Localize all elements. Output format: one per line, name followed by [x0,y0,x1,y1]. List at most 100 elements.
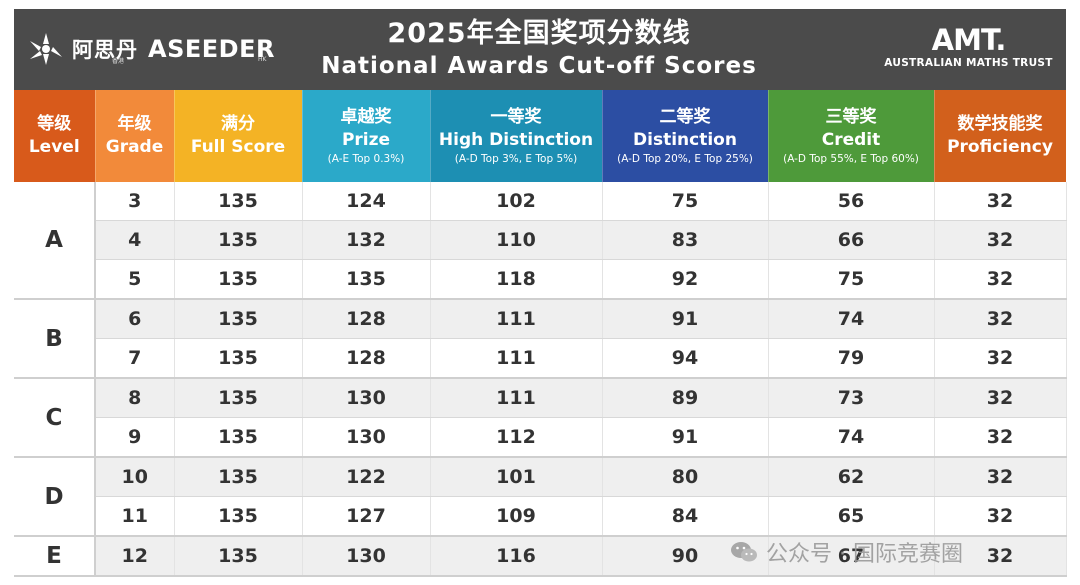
column-header-note: (A-E Top 0.3%) [327,153,405,165]
cutoff-score-card: 阿思丹 ASEEDER 香港 HK 2025年全国奖项分数线 National … [14,9,1067,577]
table-row: E 12 135 130 116 90 67 32 [14,536,1067,577]
column-header-cn: 一等奖 [490,107,542,127]
aseeder-brand: 阿思丹 ASEEDER [26,27,275,71]
score-cell: 32 [934,378,1067,418]
score-cell: 11 [95,496,175,537]
scores-table: 等级 Level 年级 Grade 满分 Full Score 卓越奖 Prize (A-E T… [14,90,1067,577]
score-cell: 56 [768,182,935,221]
score-cell: 32 [934,259,1067,300]
score-cell: 12 [95,536,175,577]
column-header-0: 等级 Level [14,90,96,182]
score-cell: 74 [768,417,935,458]
level-cell: C [14,378,96,458]
level-cell: E [14,536,96,577]
score-cell: 75 [768,259,935,300]
score-cell: 112 [430,417,603,458]
table-row: 7 135 128 111 94 79 32 [14,338,1067,379]
column-header-cn: 年级 [117,114,152,134]
column-header-3: 卓越奖 Prize (A-E Top 0.3%) [302,90,431,182]
column-header-en: High Distinction [438,130,594,150]
column-header-cn: 满分 [221,114,255,134]
column-header-2: 满分 Full Score [174,90,303,182]
score-cell: 4 [95,220,175,260]
column-header-cn: 数学技能奖 [957,114,1043,134]
brand-name-en: ASEEDER [148,35,275,63]
level-cell: B [14,299,96,379]
column-header-note: (A-D Top 3%, E Top 5%) [454,153,578,165]
score-cell: 67 [768,536,935,577]
score-cell: 109 [430,496,603,537]
score-cell: 111 [430,378,603,418]
column-header-en: Level [28,137,80,157]
score-cell: 80 [602,457,769,497]
score-cell: 75 [602,182,769,221]
score-cell: 135 [174,496,303,537]
score-cell: 135 [174,220,303,260]
score-cell: 3 [95,182,175,221]
brand-name-cn: 阿思丹 [72,38,138,62]
table-row: A 3 135 124 102 75 56 32 [14,182,1067,300]
score-cell: 101 [430,457,603,497]
score-cell: 79 [768,338,935,379]
table-row: 5 135 135 118 92 75 32 [14,259,1067,300]
score-cell: 91 [602,417,769,458]
table-row: 11 135 127 109 84 65 32 [14,496,1067,537]
score-cell: 111 [430,299,603,339]
column-header-7: 数学技能奖 Proficiency [934,90,1067,182]
level-cell: A [14,182,96,300]
title-cn: 2025年全国奖项分数线 [387,18,691,49]
score-cell: 6 [95,299,175,339]
level-cell: D [14,457,96,537]
score-cell: 9 [95,417,175,458]
score-cell: 124 [302,182,431,221]
score-cell: 66 [768,220,935,260]
score-cell: 74 [768,299,935,339]
brand-tiny-cn: 香港 [112,58,125,65]
score-cell: 32 [934,299,1067,339]
column-header-note: (A-D Top 20%, E Top 25%) [617,153,753,165]
score-cell: 135 [174,536,303,577]
score-cell: 132 [302,220,431,260]
amt-logo: AMT. [931,23,1007,57]
score-cell: 83 [602,220,769,260]
column-header-en: Full Score [190,137,286,157]
wechat-icon [731,542,757,562]
score-cell: 92 [602,259,769,300]
column-header-note: (A-D Top 55%, E Top 60%) [783,153,919,165]
score-cell: 102 [430,182,603,221]
score-cell: 84 [602,496,769,537]
amt-brand: AMT. AUSTRALIAN MATHS TRUST [881,25,1056,69]
score-cell: 8 [95,378,175,418]
column-header-en: Distinction [633,130,737,150]
score-cell: 128 [302,299,431,339]
score-cell: 32 [934,182,1067,221]
aseeder-logo-icon [30,33,62,65]
table-row: 4 135 132 110 83 66 32 [14,220,1067,260]
column-header-en: Credit [821,130,881,150]
score-cell: 5 [95,259,175,300]
table-row: C 8 135 130 111 89 73 32 [14,378,1067,458]
score-cell: 118 [430,259,603,300]
score-cell: 135 [174,182,303,221]
column-header-5: 二等奖 Distinction (A-D Top 20%, E Top 25%) [602,90,769,182]
header-row: 等级 Level 年级 Grade 满分 Full Score 卓越奖 Prize (A-E T… [14,90,1067,182]
column-header-cn: 卓越奖 [340,107,392,127]
score-cell: 130 [302,417,431,458]
watermark-text: 公众号 · 国际竞赛圈 [766,542,963,567]
column-header-cn: 等级 [37,114,72,134]
score-cell: 130 [302,536,431,577]
score-cell: 128 [302,338,431,379]
header-banner: 阿思丹 ASEEDER 香港 HK 2025年全国奖项分数线 National … [14,9,1066,90]
score-cell: 135 [174,417,303,458]
brand-tiny-hk: HK [258,56,267,63]
score-cell: 65 [768,496,935,537]
score-cell: 111 [430,338,603,379]
page-title: 2025年全国奖项分数线 National Awards Cut-off Sco… [274,17,804,81]
score-cell: 94 [602,338,769,379]
score-cell: 130 [302,378,431,418]
score-cell: 110 [430,220,603,260]
column-header-cn: 三等奖 [825,107,877,127]
title-en: National Awards Cut-off Scores [321,53,757,79]
score-cell: 91 [602,299,769,339]
score-cell: 135 [174,378,303,418]
